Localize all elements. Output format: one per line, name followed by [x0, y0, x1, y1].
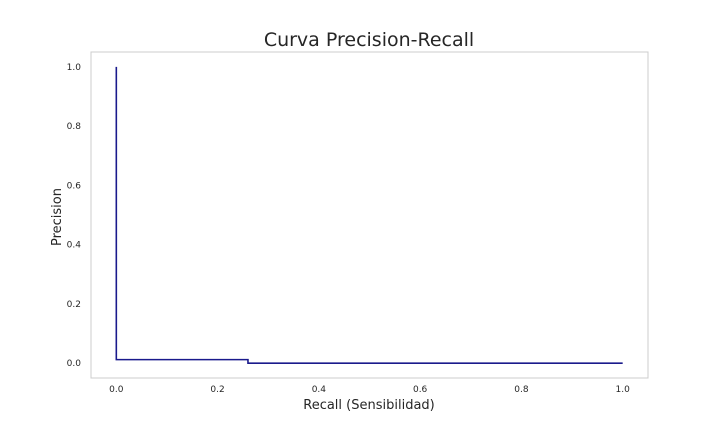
y-tick-label: 0.2: [67, 300, 81, 310]
x-tick-label: 0.0: [109, 385, 124, 395]
y-tick-label: 0.4: [67, 241, 82, 251]
series-layer: [115, 66, 623, 364]
x-axis-ticks: 0.0 0.2 0.4 0.6 0.8 1.0: [109, 385, 630, 395]
x-tick-label: 0.2: [210, 385, 224, 395]
x-tick-label: 1.0: [616, 385, 631, 395]
x-tick-label: 0.8: [514, 385, 529, 395]
chart-title: Curva Precision-Recall: [264, 29, 474, 51]
y-axis-ticks: 0.0 0.2 0.4 0.6 0.8 1.0: [67, 63, 82, 369]
y-tick-label: 0.6: [67, 181, 82, 191]
y-tick-label: 0.8: [67, 122, 82, 132]
y-axis-label: Precision: [50, 188, 65, 246]
y-tick-label: 0.0: [67, 359, 82, 369]
x-tick-label: 0.4: [312, 385, 327, 395]
x-tick-label: 0.6: [413, 385, 428, 395]
x-axis-label: Recall (Sensibilidad): [303, 398, 435, 413]
plot-area: [90, 51, 649, 379]
precision-recall-line: [115, 66, 623, 364]
y-tick-label: 1.0: [67, 63, 82, 73]
